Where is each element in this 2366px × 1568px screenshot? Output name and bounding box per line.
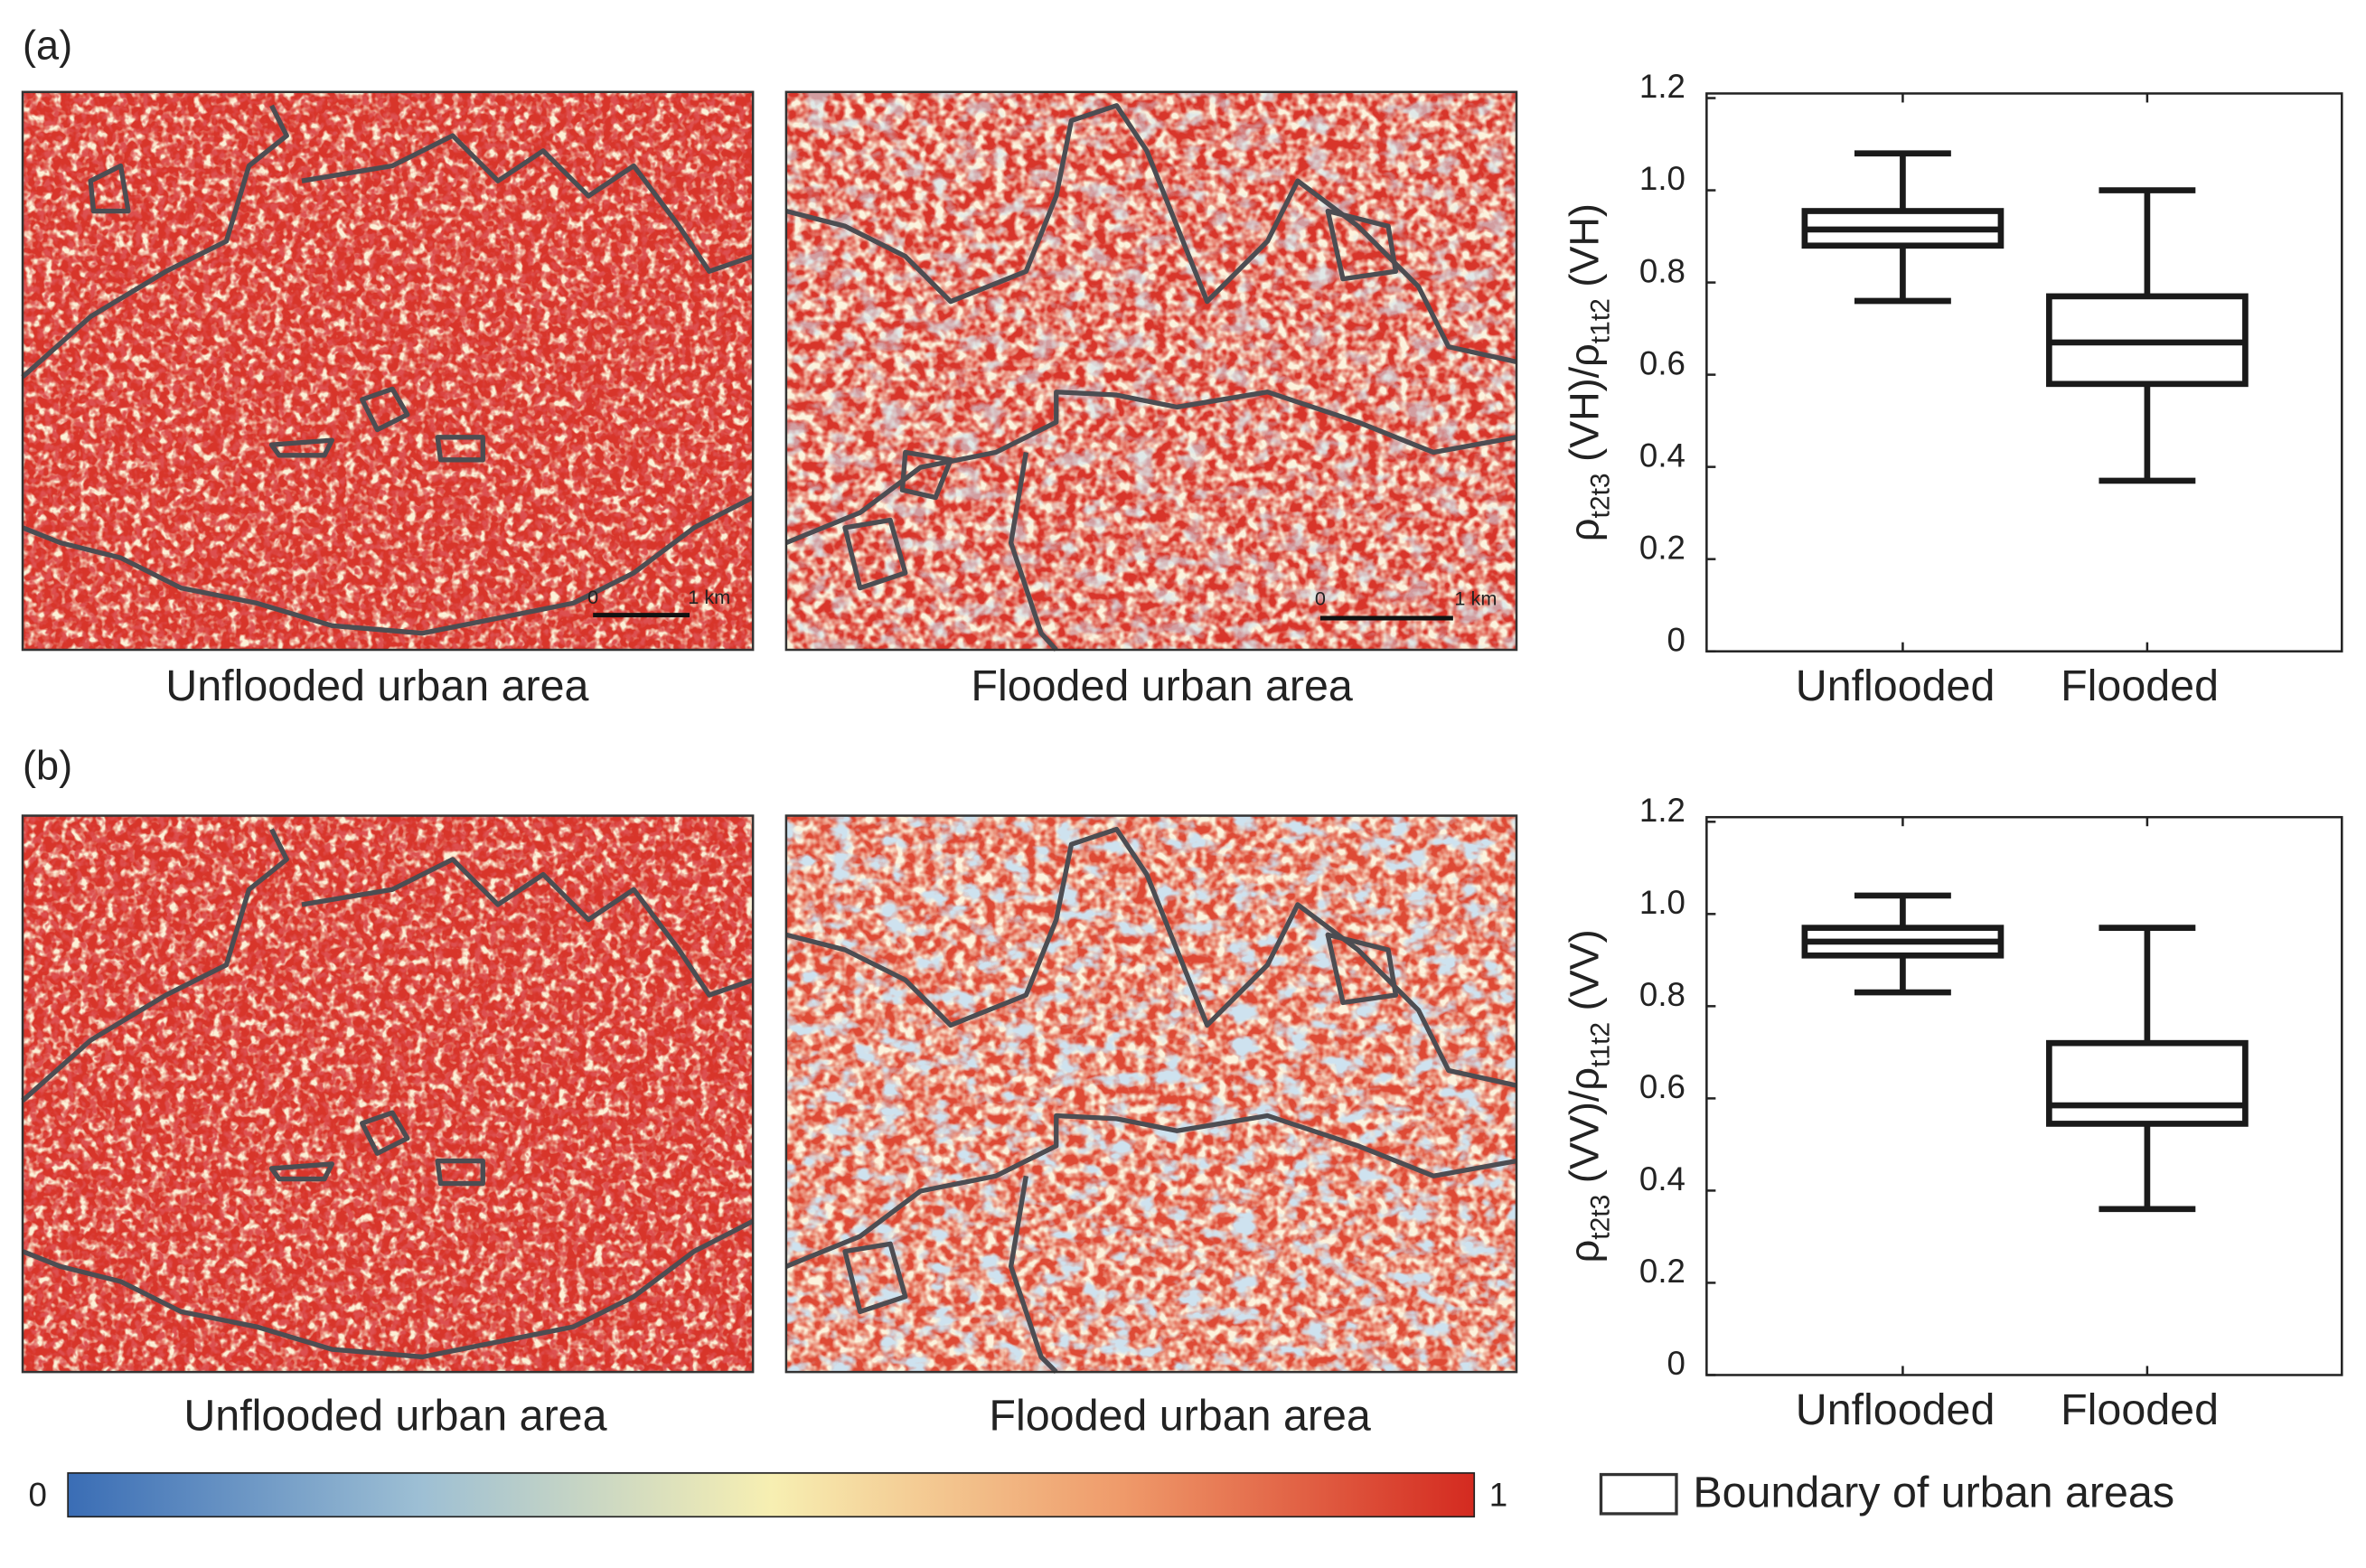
y-axis-label-part: t2t3 bbox=[1586, 1195, 1616, 1240]
scale-label: 0 bbox=[587, 586, 598, 608]
y-tick-label: 0.6 bbox=[1639, 1068, 1685, 1105]
scale-label: 0 bbox=[1315, 587, 1326, 610]
y-axis-label-part: (VH)/ρ bbox=[1561, 343, 1607, 473]
legend-label: Boundary of urban areas bbox=[1693, 1469, 2174, 1517]
y-tick-label: 1.0 bbox=[1639, 160, 1685, 197]
y-axis-label-part: (VV)/ρ bbox=[1561, 1067, 1607, 1195]
y-tick-label: 0.4 bbox=[1639, 437, 1685, 474]
y-tick-label: 1.2 bbox=[1639, 792, 1685, 829]
x-tick-label: Unflooded bbox=[1796, 662, 1995, 710]
panel-label: (b) bbox=[23, 743, 72, 789]
y-axis-label-part: (VH) bbox=[1561, 203, 1607, 298]
scale-label: 1 km bbox=[688, 586, 730, 608]
colorbar-label: 1 bbox=[1489, 1476, 1507, 1513]
y-tick-label: 0.2 bbox=[1639, 529, 1685, 566]
map-caption: Unflooded urban area bbox=[183, 1392, 606, 1441]
y-axis-label-part: ρ bbox=[1561, 1240, 1607, 1263]
y-tick-label: 0.6 bbox=[1639, 344, 1685, 381]
colorbar-label: 0 bbox=[29, 1476, 47, 1513]
scale-label: 1 km bbox=[1454, 587, 1497, 610]
map bbox=[21, 90, 755, 652]
x-tick-label: Unflooded bbox=[1796, 1385, 1995, 1434]
map bbox=[784, 814, 1518, 1375]
map bbox=[784, 90, 1518, 652]
y-tick-label: 0.8 bbox=[1639, 976, 1685, 1013]
y-tick-label: 0.2 bbox=[1639, 1253, 1685, 1290]
y-axis-label-part: t1t2 bbox=[1586, 298, 1616, 343]
x-tick-label: Flooded bbox=[2061, 662, 2219, 710]
scale-bar: 0 1 km bbox=[1315, 587, 1497, 621]
y-axis-label-part: t1t2 bbox=[1586, 1022, 1616, 1067]
map-caption: Flooded urban area bbox=[971, 662, 1353, 710]
axes-frame bbox=[1705, 92, 2343, 653]
legend-swatch bbox=[1599, 1472, 1678, 1516]
map bbox=[21, 814, 755, 1374]
colorbar bbox=[67, 1472, 1476, 1518]
y-axis-label: ρt2t3 (VV)/ρt1t2 (VV) bbox=[1561, 929, 1616, 1263]
y-tick-label: 1.0 bbox=[1639, 884, 1685, 921]
y-axis-label: ρt2t3 (VH)/ρt1t2 (VH) bbox=[1561, 203, 1616, 541]
y-axis-label-part: (VV) bbox=[1561, 929, 1607, 1022]
map-caption: Flooded urban area bbox=[989, 1392, 1371, 1441]
y-tick-label: 0 bbox=[1667, 1345, 1685, 1382]
axes-frame bbox=[1705, 815, 2343, 1376]
y-tick-label: 1.2 bbox=[1639, 68, 1685, 105]
panel-label: (a) bbox=[23, 22, 72, 68]
y-axis-label-part: t2t3 bbox=[1586, 473, 1616, 518]
y-tick-label: 0.8 bbox=[1639, 252, 1685, 289]
y-tick-label: 0.4 bbox=[1639, 1160, 1685, 1197]
x-tick-label: Flooded bbox=[2061, 1385, 2219, 1434]
y-tick-label: 0 bbox=[1667, 621, 1685, 658]
y-axis-label-part: ρ bbox=[1561, 518, 1607, 541]
box bbox=[2046, 1039, 2249, 1127]
map-caption: Unflooded urban area bbox=[165, 662, 588, 710]
scale-bar: 0 1 km bbox=[587, 586, 730, 618]
